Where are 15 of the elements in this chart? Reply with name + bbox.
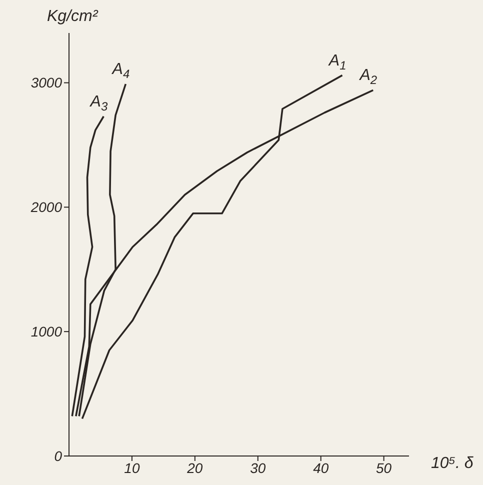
series-label: A$_{4}$ — [111, 61, 130, 81]
y-tick-label: 2000 — [30, 199, 62, 216]
y-tick-label: 1000 — [30, 324, 62, 340]
x-tick-label: 10 — [124, 460, 140, 476]
y-tick-label: 3000 — [30, 74, 62, 91]
series-label: A$_{2}$ — [358, 67, 378, 87]
y-tick-label: 0 — [54, 448, 62, 464]
x-tick-label: 50 — [376, 460, 392, 476]
x-tick-label: 30 — [250, 460, 266, 476]
x-tick-label: 20 — [186, 460, 203, 476]
y-axis-title: Kg/cm² — [47, 8, 98, 25]
x-tick-label: 40 — [313, 460, 329, 476]
x-axis-title: 10⁵. δ — [431, 455, 474, 472]
series-label: A$_{1}$ — [328, 52, 346, 72]
series-label: A$_{3}$ — [89, 93, 108, 113]
